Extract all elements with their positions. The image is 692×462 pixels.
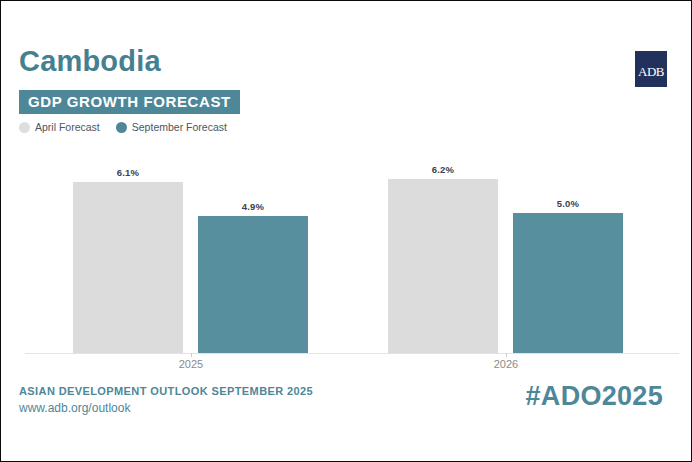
bar-value-label: 6.1% xyxy=(117,167,139,178)
footer-hashtag: #ADO2025 xyxy=(526,381,663,412)
bar-september-forecast-2026 xyxy=(513,213,623,353)
chart-title-badge: GDP GROWTH FORECAST xyxy=(19,90,240,114)
x-axis-label-2025: 2025 xyxy=(73,358,309,370)
footer-publication: ASIAN DEVELOPMENT OUTLOOK SEPTEMBER 2025 xyxy=(19,385,313,397)
x-axis-label-2026: 2026 xyxy=(388,358,624,370)
bar-april-forecast-2026 xyxy=(388,179,498,353)
bar-wrap: 6.1% xyxy=(73,167,183,353)
legend-dot-september-icon xyxy=(116,122,127,133)
legend-item-september-forecast: September Forecast xyxy=(116,121,227,133)
bar-wrap: 5.0% xyxy=(513,198,623,353)
adb-logo-text: ADB xyxy=(638,65,664,87)
bar-april-forecast-2025 xyxy=(73,182,183,353)
axis-tick xyxy=(506,353,507,357)
x-axis-line xyxy=(25,353,679,354)
bar-group-2026: 6.2%5.0%2026 xyxy=(388,161,624,353)
bar-value-label: 5.0% xyxy=(557,198,579,209)
footer-url: www.adb.org/outlook xyxy=(19,401,130,415)
bar-group-2025: 6.1%4.9%2025 xyxy=(73,161,309,353)
page-title: Cambodia xyxy=(19,45,161,78)
bar-wrap: 6.2% xyxy=(388,164,498,353)
legend-dot-april-icon xyxy=(19,122,30,133)
legend-label: September Forecast xyxy=(132,121,227,133)
infographic-frame: Cambodia GDP GROWTH FORECAST ADB April F… xyxy=(0,0,692,462)
bar-value-label: 6.2% xyxy=(432,164,454,175)
legend-label: April Forecast xyxy=(35,121,100,133)
bar-september-forecast-2025 xyxy=(198,216,308,353)
bar-value-label: 4.9% xyxy=(242,201,264,212)
bar-chart: 6.1%4.9%20256.2%5.0%2026 xyxy=(1,161,692,353)
axis-tick xyxy=(191,353,192,357)
bar-wrap: 4.9% xyxy=(198,201,308,353)
adb-logo: ADB xyxy=(635,51,667,87)
legend: April Forecast September Forecast xyxy=(19,121,227,133)
legend-item-april-forecast: April Forecast xyxy=(19,121,100,133)
